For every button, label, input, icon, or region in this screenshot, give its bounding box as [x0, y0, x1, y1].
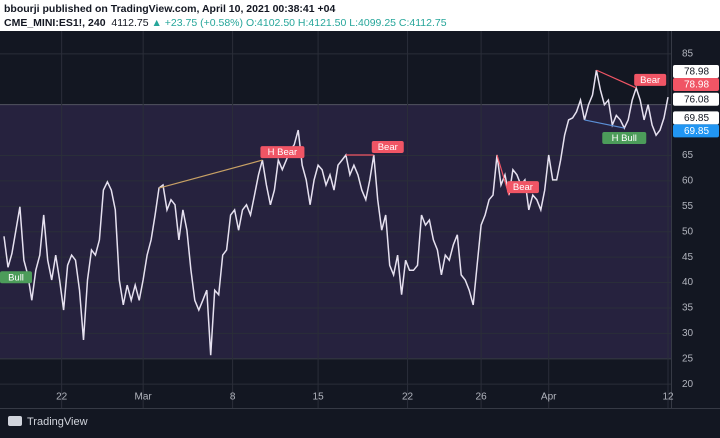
- signal-label-bg: [0, 271, 32, 284]
- logo: [8, 416, 22, 426]
- y-tick-label: 30: [682, 328, 694, 339]
- signal-label: H Bull: [602, 132, 647, 145]
- x-tick-label: 8: [230, 392, 236, 403]
- price-label: 69.85: [684, 126, 709, 137]
- price-label-bg: [673, 77, 719, 91]
- x-tick-label: Apr: [541, 392, 557, 403]
- price-label-bg: [673, 92, 719, 106]
- price-label: 69.85: [684, 113, 709, 124]
- price-label: 78.98: [684, 67, 709, 78]
- change: ▲ +23.75 (+0.58%): [151, 17, 244, 29]
- author-line: bbourji published on TradingView.com, Ap…: [4, 3, 336, 15]
- signal-label: Bear: [371, 140, 404, 153]
- chart-bg: [0, 31, 720, 438]
- y-tick-label: 55: [682, 201, 694, 212]
- header: bbourji published on TradingView.com, Ap…: [0, 0, 720, 31]
- signal-label-text: H Bear: [268, 147, 298, 158]
- divergence-line: [596, 69, 637, 89]
- y-tick-label: 45: [682, 252, 694, 263]
- price-label-bg: [673, 111, 719, 125]
- price-label: 76.08: [684, 94, 709, 105]
- signal-label-bg: [371, 140, 404, 153]
- y-tick-label: 25: [682, 353, 694, 364]
- price-label-bg: [673, 124, 719, 138]
- signal-label-bg: [506, 181, 539, 194]
- x-tick-label: 22: [56, 392, 68, 403]
- x-tick-label: 12: [662, 392, 674, 403]
- x-tick-label: 15: [313, 392, 325, 403]
- signal-label: Bull: [0, 271, 32, 283]
- x-tick-label: 22: [402, 392, 414, 403]
- y-tick-label: 35: [682, 303, 694, 314]
- y-tick-label: 85: [682, 49, 694, 60]
- y-tick-label: 20: [682, 379, 694, 390]
- divergence-line: [584, 119, 625, 129]
- signal-label: Bear: [506, 181, 539, 194]
- signal-label-text: H Bull: [612, 133, 637, 144]
- rsi-line: [3, 69, 669, 356]
- signal-label: Bear: [634, 73, 667, 86]
- signal-label-bg: [602, 132, 647, 145]
- signal-label-bg: [260, 146, 305, 159]
- y-tick-label: 60: [682, 176, 694, 187]
- footer-brand: TradingView: [27, 416, 88, 428]
- x-tick-label: 26: [476, 392, 488, 403]
- price-label-bg: [673, 64, 719, 78]
- signal-label-text: Bear: [378, 142, 398, 153]
- signal-label-text: Bear: [513, 182, 533, 193]
- y-tick-label: 40: [682, 277, 694, 288]
- symbol: CME_MINI:ES1!, 240: [4, 17, 106, 29]
- y-tick-label: 50: [682, 226, 694, 237]
- price-label: 78.98: [684, 80, 709, 91]
- signal-label: H Bear: [260, 146, 305, 159]
- x-tick-label: Mar: [135, 392, 153, 403]
- signal-label-bg: [634, 73, 667, 86]
- divergence-line: [158, 159, 263, 189]
- y-tick-label: 65: [682, 150, 694, 161]
- price: 4112.75: [111, 17, 149, 29]
- signal-label-text: Bear: [640, 75, 660, 86]
- ohlc: O:4102.50 H:4121.50 L:4099.25 C:4112.75: [245, 17, 447, 29]
- signal-label-text: Bull: [8, 272, 24, 283]
